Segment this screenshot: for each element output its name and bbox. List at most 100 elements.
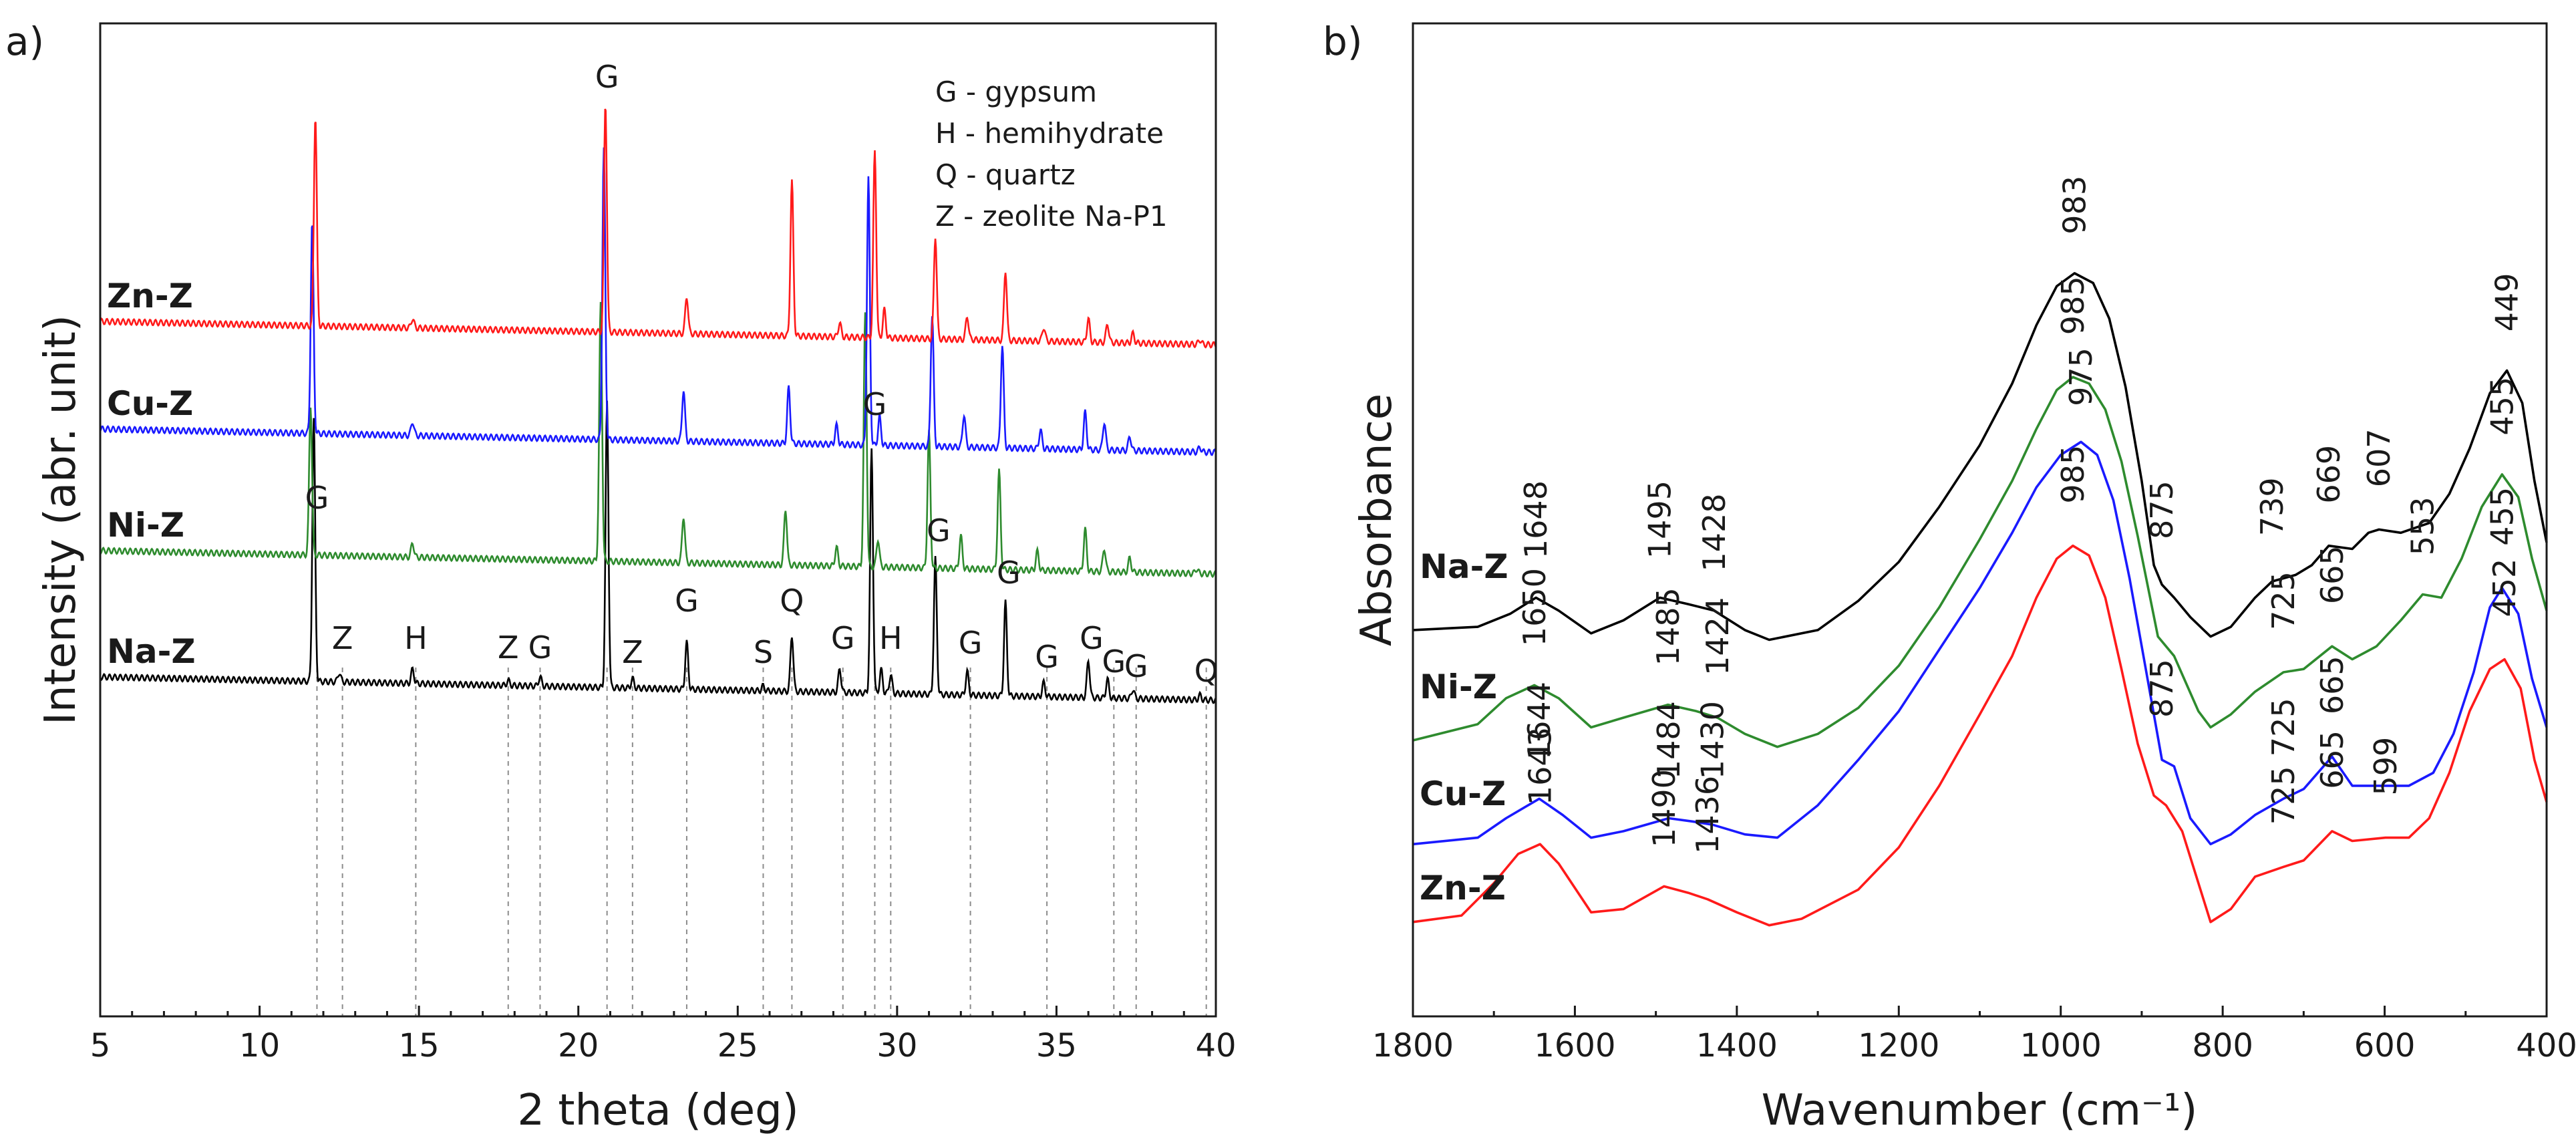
peak-label: G — [1102, 643, 1126, 680]
peak-label: 1428 — [1696, 493, 1732, 571]
x-tick-label: 25 — [717, 1027, 758, 1064]
x-axis-ticks: 1800 1600 1400 1200 1000 800 600 400 — [1372, 1006, 2576, 1064]
peak-label: 985 — [2055, 445, 2091, 504]
panel-label-a: a) — [5, 19, 44, 64]
series-group — [1412, 272, 2548, 927]
peak-label: 452 — [2486, 559, 2523, 617]
series-line-cu-z — [1412, 440, 2548, 846]
peak-label: G — [305, 480, 329, 516]
peak-label: 665 — [2314, 730, 2350, 789]
x-axis-label-a: 2 theta (deg) — [517, 1086, 798, 1135]
peak-label: 1436 — [1689, 776, 1726, 854]
x-axis-ticks: 5 10 15 20 25 30 35 40 — [90, 1006, 1237, 1064]
peak-label: 1485 — [1650, 587, 1686, 666]
peak-label: Q — [1194, 653, 1219, 689]
peak-label: 665 — [2314, 545, 2350, 604]
peak-label: 875 — [2144, 480, 2180, 539]
plot-frame-b — [1412, 22, 2548, 1018]
ftir-panel: b) 1648 1495 1428 983 875 739 669 607 449 1650 148… — [1323, 19, 2576, 1135]
peak-label: 725 — [2265, 766, 2301, 825]
legend-entry: G - gypsum — [935, 76, 1097, 108]
peak-label: H — [404, 620, 428, 656]
x-tick-label: 5 — [90, 1027, 111, 1064]
x-tick-label: 10 — [239, 1027, 280, 1064]
series-line-ni-z — [1412, 376, 2548, 748]
peak-label: 455 — [2484, 377, 2520, 436]
x-tick-label: 1200 — [1858, 1027, 1939, 1064]
peak-label: 975 — [2063, 347, 2099, 406]
peak-label: G — [831, 620, 855, 656]
x-tick-label: 20 — [558, 1027, 599, 1064]
series-line-zn-z — [1412, 544, 2548, 927]
peak-label: 1648 — [1518, 480, 1554, 559]
peak-label: 1643 — [1522, 727, 1558, 805]
peak-label: Z — [622, 634, 643, 670]
peak-label: G — [959, 625, 983, 661]
series-label-ni-z: Ni-Z — [1420, 668, 1497, 706]
peak-label: 599 — [2368, 737, 2404, 796]
series-line-ni-z — [100, 301, 1217, 579]
series-label-na-z: Na-Z — [1420, 547, 1508, 586]
series-label-zn-z: Zn-Z — [107, 277, 193, 315]
series-labels: Na-Z Ni-Z Cu-Z Zn-Z — [107, 277, 196, 671]
peak-label: 1484 — [1651, 701, 1687, 779]
peak-label: G — [997, 555, 1021, 591]
series-line-zn-z — [99, 108, 1217, 349]
plot-frame-a — [99, 22, 1217, 1018]
reference-lines — [316, 668, 1207, 1016]
peak-label: G — [927, 513, 951, 549]
x-tick-label: 1000 — [2020, 1027, 2102, 1064]
y-axis-label-a: Intensity (abr. unit) — [36, 315, 86, 725]
series-line-cu-z — [99, 147, 1217, 456]
peak-label: G — [1080, 620, 1104, 656]
peak-label: G — [863, 386, 887, 422]
peak-label: G — [1124, 648, 1148, 684]
peak-label: 983 — [2056, 176, 2092, 235]
series-line-na-z — [1412, 272, 2548, 641]
peak-label: 1495 — [1642, 480, 1678, 559]
x-tick-label: 1800 — [1372, 1027, 1454, 1064]
panel-label-b: b) — [1323, 19, 1362, 64]
legend-entry: Q - quartz — [935, 158, 1076, 191]
x-tick-label: 1600 — [1534, 1027, 1615, 1064]
x-tick-label: 400 — [2516, 1027, 2576, 1064]
peak-label: G — [595, 59, 619, 95]
series-label-cu-z: Cu-Z — [107, 384, 193, 423]
peak-annotations: 1648 1495 1428 983 875 739 669 607 449 1650 1485 14… — [1516, 176, 2525, 854]
series-label-zn-z: Zn-Z — [1420, 869, 1506, 907]
peak-label: 1650 — [1516, 568, 1553, 646]
peak-label: Z — [498, 629, 519, 666]
peak-label: 1490 — [1646, 769, 1682, 847]
peak-label: 669 — [2311, 445, 2347, 504]
x-tick-label: 30 — [876, 1027, 917, 1064]
peak-label: 449 — [2489, 273, 2525, 331]
peak-label: Q — [780, 583, 804, 619]
peak-label: 1424 — [1700, 597, 1736, 676]
legend-entry: H - hemihydrate — [935, 117, 1164, 150]
x-axis-label-b: Wavenumber (cm⁻¹) — [1762, 1086, 2198, 1135]
x-tick-label: 600 — [2354, 1027, 2416, 1064]
peak-label: 1644 — [1521, 682, 1557, 760]
peak-label: 553 — [2405, 496, 2441, 555]
x-tick-label: 1400 — [1696, 1027, 1778, 1064]
y-axis-label-b: Absorbance — [1352, 394, 1402, 646]
series-label-cu-z: Cu-Z — [1420, 774, 1506, 813]
x-tick-label: 35 — [1036, 1027, 1077, 1064]
peak-label: G — [1035, 639, 1059, 675]
peak-label: 607 — [2361, 428, 2397, 487]
peak-label: S — [754, 634, 773, 670]
peak-label: G — [675, 583, 699, 619]
peak-label: 739 — [2254, 477, 2290, 536]
series-label-ni-z: Ni-Z — [107, 506, 184, 545]
peak-label: 725 — [2265, 698, 2301, 756]
peak-label: 985 — [2055, 276, 2091, 335]
series-label-na-z: Na-Z — [107, 632, 196, 671]
peak-label: 455 — [2484, 487, 2520, 546]
peak-label: G — [528, 629, 552, 666]
peak-label: 875 — [2144, 659, 2180, 718]
series-group — [99, 108, 1217, 704]
series-line-na-z — [99, 400, 1217, 704]
x-tick-label: 800 — [2192, 1027, 2253, 1064]
